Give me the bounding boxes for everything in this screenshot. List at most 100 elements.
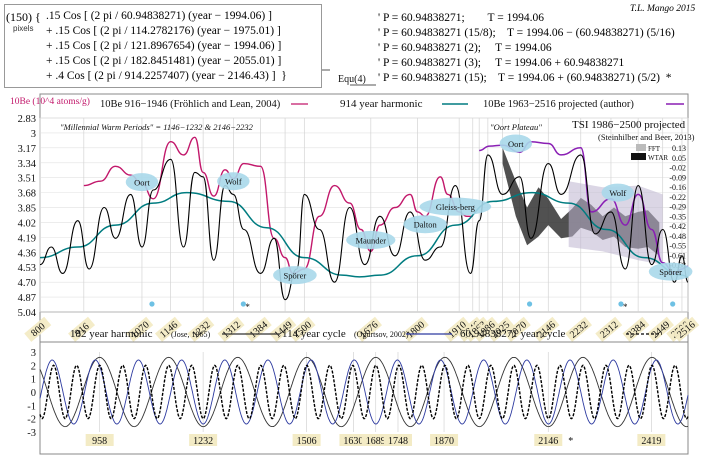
period-line: ' P = 60.94838271 (3); T = 1994.06 + 60.… — [378, 57, 625, 69]
lower-x-tick-label: 1506 — [297, 436, 317, 447]
wtar-swatch — [631, 153, 646, 160]
lower-x-tick-label: 2146 — [538, 436, 558, 447]
period-line: ' P = 60.94838271 (15/8); T = 1994.06 − … — [378, 27, 675, 39]
tick-dot-marker — [526, 301, 533, 307]
tick-star-marker: * — [623, 302, 628, 312]
lower-y-tick-label: -2 — [27, 415, 36, 426]
lower-y-tick-label: -3 — [27, 428, 36, 439]
lower-x-tick-highlight — [361, 434, 390, 446]
equ4-label: Equ(4) — [338, 74, 366, 85]
y-tick-label: 4.02 — [18, 218, 36, 229]
equation-line: .15 Cos [ (2 pi / 60.94838271) (year − 1… — [46, 10, 272, 22]
upper-chart: 2.83 3 3.17 3.34 3.51 3.68 3.85 4.02 4.19 4.36 4.5… — [10, 69, 700, 455]
minimum-label: Spörer — [659, 267, 682, 277]
fft-label: FFT — [648, 145, 661, 153]
tsi-tick-label: -0.16 — [669, 183, 686, 192]
lower-y-tick-label: 3 — [31, 348, 36, 359]
lower-chart: 3 2 1 0 -1 -2 -3 958 1232 1506 1630 1689 1748 1870 214… — [27, 328, 689, 447]
period-line: ' P = 60.94838271 (15); T = 1994.06 + (6… — [378, 72, 672, 84]
x-tick-group: 1312 — [217, 316, 245, 342]
x-tick-highlight — [187, 316, 215, 342]
legend-harmonic-label: 914 year harmonic — [340, 98, 423, 110]
y-tick-label: 4.70 — [18, 278, 36, 289]
legend-114-source: (Ogurtsov, 2002) — [354, 330, 409, 339]
lower-x-tick-highlight — [430, 434, 459, 446]
lower-y-tick-label: 2 — [31, 361, 36, 372]
author-credit: T.L. Mango 2015 — [630, 4, 696, 14]
lower-x-tick-label: 1630 — [343, 436, 363, 447]
series-line-1 — [39, 191, 689, 278]
tsi-tick-label: -0.29 — [669, 203, 686, 212]
minimum-label: Wolf — [225, 177, 242, 187]
x-tick-highlight — [646, 316, 674, 342]
fft-swatch — [636, 144, 646, 151]
y-tick-label: 4.36 — [18, 248, 36, 259]
warm-periods-note: "Millennial Warm Periods" = 1146−1232 & … — [60, 122, 254, 132]
minimum-label: Dalton — [414, 220, 438, 230]
lower-x-tick-highlight — [189, 434, 218, 446]
equation-lead: (150) { — [6, 10, 41, 24]
oort-plateau-note: "Oort Plateau" — [490, 122, 542, 132]
tsi-tick-label: -0.09 — [669, 173, 686, 182]
y-tick-label: 4.87 — [18, 293, 36, 304]
minimum-bubble — [403, 215, 447, 234]
tsi-title: TSI 1986−2500 projected — [572, 119, 686, 131]
tsi-tick-label: -0.48 — [669, 232, 686, 241]
lower-x-tick-highlight — [339, 434, 368, 446]
minimum-bubble — [217, 172, 250, 191]
equation-line: + .15 Cos [ (2 pi / 114.2782176) (year −… — [46, 25, 281, 37]
x-tick-highlight — [288, 316, 316, 342]
lower-x-tick-highlight — [85, 434, 114, 446]
x-tick-highlight — [622, 316, 650, 342]
x-tick-highlight — [154, 316, 182, 342]
minimum-label: Wolf — [609, 188, 626, 198]
x-tick-group: 1384 — [244, 316, 272, 342]
x-tick-highlight — [126, 316, 154, 342]
lower-tick-star: * — [568, 436, 573, 447]
tick-dot-marker — [240, 301, 246, 307]
x-tick-highlight — [595, 316, 623, 342]
tsi-tick-label: -0.35 — [669, 212, 686, 221]
x-tick-group: 2384 — [622, 316, 650, 342]
lower-x-tick-highlight — [292, 434, 321, 446]
tsi-tick-label: -0.02 — [669, 164, 686, 173]
tick-dot-marker — [149, 301, 155, 307]
minimum-label: Oort — [508, 139, 524, 149]
equation-line: + .15 Cos [ (2 pi / 182.8451481) (year −… — [46, 55, 282, 67]
lower-x-tick-highlight — [534, 434, 563, 446]
minimum-bubble — [273, 266, 317, 285]
x-tick-highlight — [244, 316, 272, 342]
series-line-0 — [83, 136, 473, 275]
lower-x-tick-label: 1232 — [193, 436, 213, 447]
legend-projected-label: 10Be 1963−2516 projected (author) — [483, 99, 634, 110]
x-tick-highlight — [486, 316, 514, 342]
cycle-line-2 — [39, 364, 689, 420]
x-tick-highlight — [217, 316, 245, 342]
x-tick-highlight — [532, 316, 560, 342]
x-tick-highlight — [269, 316, 297, 342]
minimum-bubble — [601, 183, 634, 202]
tsi-tick-label: -0.42 — [669, 222, 686, 231]
tsi-tick-label: -0.61 — [669, 251, 686, 260]
y-tick-label: 3.34 — [18, 159, 37, 170]
tsi-tick-label: -0.55 — [669, 242, 686, 251]
legend-182-label: 182 year harmonic — [70, 328, 153, 340]
tsi-tick-label: -0.22 — [669, 193, 686, 202]
x-tick-highlight — [672, 316, 700, 342]
lower-x-tick-label: 1748 — [388, 436, 408, 447]
cycle-line-1 — [39, 359, 689, 425]
minimum-label: Maunder — [355, 236, 386, 246]
minimum-bubble — [346, 231, 396, 250]
minimum-label: Spörer — [284, 271, 307, 281]
y-tick-label: 5.04 — [18, 308, 37, 319]
equation-box — [4, 4, 322, 88]
period-line: ' P = 60.94838271 (2); T = 1994.06 — [378, 42, 552, 54]
x-tick-group: 2232 — [565, 316, 593, 342]
x-tick-highlight — [472, 316, 500, 342]
tsi-tick-label: 0.05 — [672, 154, 686, 163]
tick-dot-marker — [618, 301, 624, 307]
y-tick-label: 3.17 — [18, 144, 36, 155]
y-tick-label: 3.68 — [18, 189, 36, 200]
x-tick-group: 2449 — [646, 316, 674, 342]
